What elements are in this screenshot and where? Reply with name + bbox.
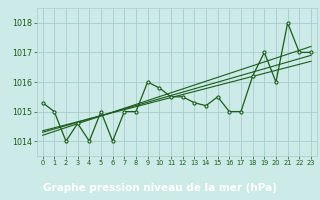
Text: Graphe pression niveau de la mer (hPa): Graphe pression niveau de la mer (hPa) [43, 183, 277, 193]
